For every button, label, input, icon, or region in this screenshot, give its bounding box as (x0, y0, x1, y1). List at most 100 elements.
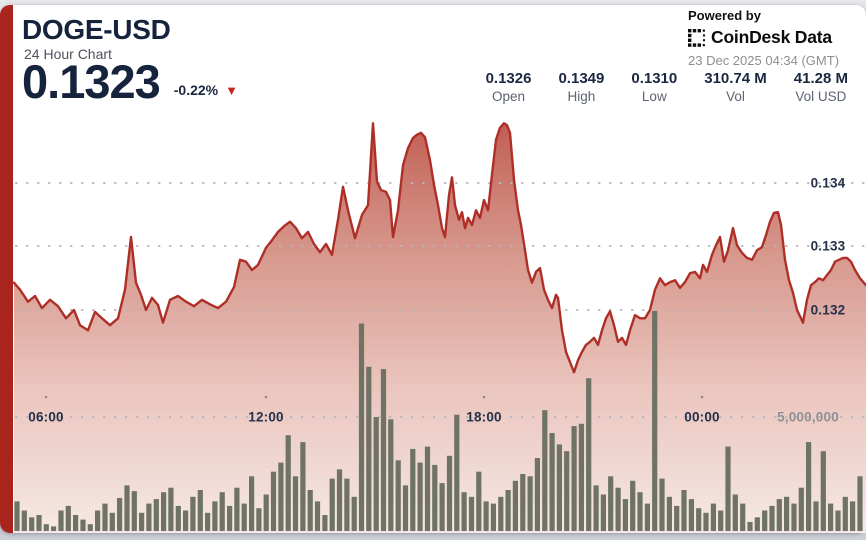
minor-tick-dot (44, 395, 48, 399)
volume-bar (58, 510, 64, 531)
volume-bar (36, 515, 42, 531)
volume-bar (65, 505, 71, 531)
volume-bar (828, 503, 834, 531)
volume-bar (806, 442, 812, 531)
volume-bar (351, 496, 357, 531)
volume-bar (117, 497, 123, 531)
volume-bar (608, 476, 614, 531)
volume-bar (659, 478, 665, 531)
volume-bar (314, 501, 321, 531)
volume-bar (336, 469, 343, 531)
volume-bar (249, 476, 255, 531)
volume-bar (344, 478, 350, 531)
volume-bar (747, 521, 753, 531)
volume-bar (732, 494, 738, 531)
minor-tick-dot (700, 395, 704, 399)
volume-bar (600, 494, 606, 531)
volume-bar (358, 323, 365, 531)
volume-bar (124, 485, 130, 531)
volume-bar (813, 501, 819, 531)
price-volume-chart[interactable] (0, 5, 866, 533)
volume-bar (87, 524, 93, 531)
volume-bar (380, 369, 387, 531)
volume-bar (51, 526, 57, 531)
volume-bar (630, 480, 636, 531)
volume-bar (688, 499, 694, 531)
volume-bar (652, 311, 658, 531)
volume-bar (674, 505, 680, 531)
volume-bar (131, 491, 137, 531)
volume-bar (183, 510, 189, 531)
volume-bar (329, 478, 335, 531)
volume-bar (278, 462, 284, 531)
volume-bar (784, 496, 790, 531)
volume-bar (292, 476, 299, 531)
volume-bar (285, 435, 291, 531)
volume-bar (542, 410, 548, 531)
volume-bar (476, 471, 482, 531)
volume-bar (857, 476, 863, 531)
volume-bar (80, 519, 86, 531)
volume-bar (270, 471, 277, 531)
volume-bar (14, 501, 20, 531)
volume-bar (490, 503, 496, 531)
volume-bar (432, 464, 438, 531)
volume-bar (95, 510, 101, 531)
volume-bar (644, 503, 650, 531)
volume-bar (446, 455, 453, 531)
volume-bar (842, 496, 848, 531)
volume-bar (388, 419, 394, 531)
volume-bar (424, 446, 431, 531)
volume-bar (769, 505, 775, 531)
volume-bar (29, 517, 35, 531)
volume-bar (300, 442, 306, 531)
volume-bar (366, 366, 372, 531)
volume-bar (373, 417, 379, 531)
volume-bar (710, 503, 716, 531)
chart-area[interactable]: 0.134 0.133 0.132 06:00 12:00 18:00 00:00 5,000… (0, 5, 866, 533)
volume-bar (227, 505, 233, 531)
accent-bar (0, 5, 13, 533)
volume-bar (835, 510, 841, 531)
volume-bar (175, 505, 181, 531)
volume-bar (740, 503, 746, 531)
volume-bar (586, 378, 592, 531)
volume-bar (395, 460, 401, 531)
volume-bar (820, 451, 826, 531)
volume-bar (402, 485, 409, 531)
volume-bar (146, 503, 152, 531)
volume-bar (234, 487, 240, 531)
price-line (12, 122, 866, 374)
volume-bar (21, 510, 27, 531)
volume-bar (454, 414, 460, 531)
volume-bar (505, 490, 511, 531)
volume-bar (520, 474, 526, 531)
volume-bar (622, 499, 628, 531)
volume-bar (43, 524, 49, 531)
volume-bar (190, 496, 196, 531)
volume-bar (263, 494, 269, 531)
volume-bar (205, 512, 211, 531)
volume-bar (168, 487, 174, 531)
minor-tick-dot (264, 395, 268, 399)
volume-bar (527, 476, 533, 531)
volume-bar (417, 462, 423, 531)
volume-bar (615, 487, 621, 531)
volume-bar (681, 490, 687, 531)
volume-bar (512, 480, 518, 531)
volume-bar (219, 492, 225, 531)
volume-bar (754, 517, 760, 531)
volume-bar (718, 510, 724, 531)
volume-bar (161, 492, 167, 531)
volume-bar (762, 510, 768, 531)
price-area-fill (14, 123, 866, 533)
volume-bar (73, 515, 79, 531)
volume-bar (212, 501, 218, 531)
volume-bar (468, 496, 475, 531)
volume-bar (461, 492, 467, 531)
volume-bar (322, 515, 328, 531)
volume-bar (241, 503, 247, 531)
volume-bar (139, 512, 145, 531)
volume-bar (703, 512, 709, 531)
